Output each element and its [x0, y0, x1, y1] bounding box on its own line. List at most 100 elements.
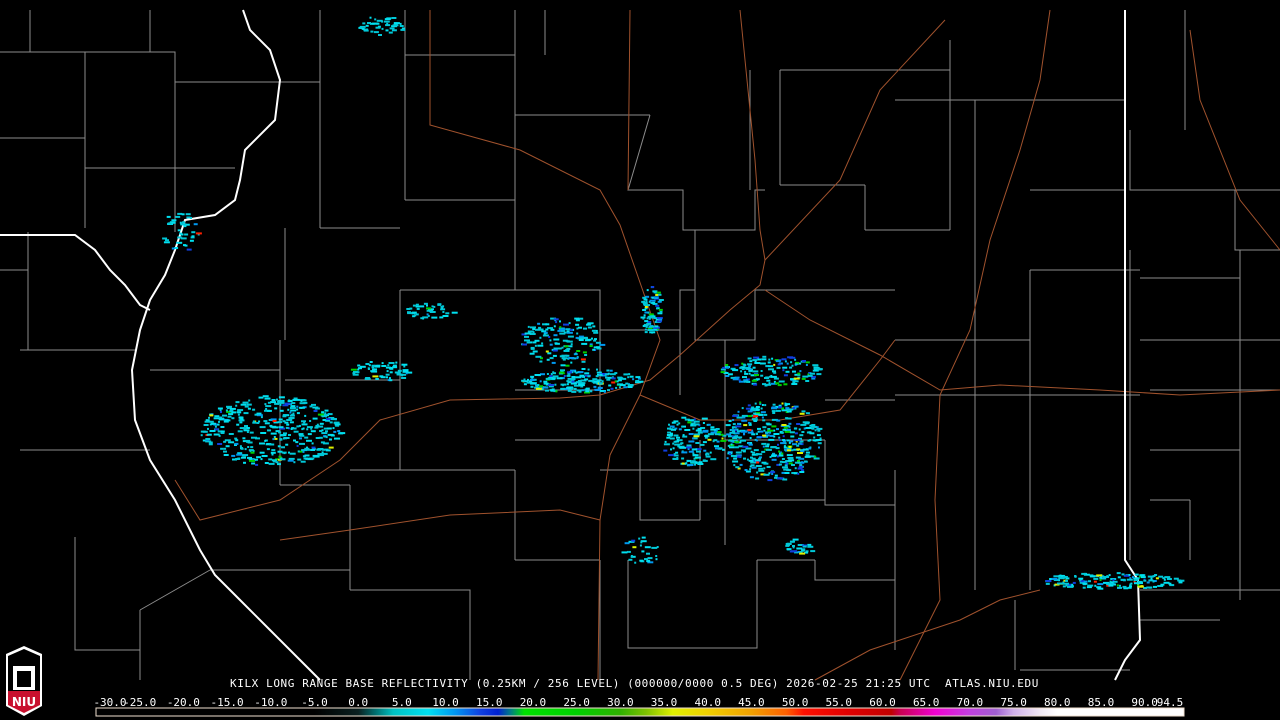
radar-echo [786, 410, 792, 413]
radar-echo [548, 385, 554, 388]
radar-echo [239, 445, 242, 448]
radar-echo [786, 454, 793, 457]
radar-echo [562, 339, 568, 342]
radar-echo [372, 368, 377, 371]
colorbar-tick-label: -10.0 [254, 696, 288, 709]
radar-echo [549, 339, 552, 342]
radar-echo [371, 366, 375, 369]
radar-echo [768, 368, 774, 371]
radar-echo [747, 404, 751, 407]
radar-echo [644, 306, 648, 308]
radar-echo [339, 432, 346, 435]
radar-echo [673, 420, 679, 423]
radar-echo [545, 350, 549, 353]
radar-echo [761, 442, 767, 445]
radar-echo [646, 552, 650, 555]
radar-echo [589, 390, 593, 393]
radar-echo [1163, 581, 1170, 584]
radar-echo [745, 470, 751, 473]
radar-echo [592, 381, 599, 384]
radar-echo [747, 429, 752, 431]
radar-echo [266, 448, 270, 451]
radar-echo [782, 466, 788, 469]
radar-echo [710, 426, 715, 429]
radar-echo [209, 414, 214, 417]
radar-echo [652, 303, 658, 305]
radar-echo [202, 439, 207, 442]
radar-echo [553, 372, 556, 375]
radar-echo [799, 449, 804, 452]
radar-echo [549, 343, 553, 346]
radar-echo [402, 369, 409, 372]
radar-echo [302, 427, 305, 430]
radar-echo [748, 372, 751, 375]
radar-echo [687, 419, 694, 422]
radar-echo [549, 375, 553, 378]
radar-echo [787, 457, 794, 459]
radar-echo [321, 429, 324, 432]
radar-echo [550, 377, 556, 380]
radar-echo [652, 301, 656, 304]
radar-echo [753, 383, 758, 386]
radar-echo [1097, 587, 1104, 590]
radar-echo [736, 416, 743, 419]
radar-echo [701, 417, 708, 420]
radar-echo [750, 450, 753, 453]
radar-echo [582, 337, 588, 340]
radar-echo [576, 357, 579, 360]
radar-echo [296, 444, 299, 447]
radar-echo [656, 317, 663, 319]
radar-echo [611, 377, 616, 380]
radar-echo [568, 357, 575, 359]
radar-echo [743, 457, 746, 460]
radar-echo [568, 322, 571, 325]
radar-echo [561, 357, 568, 360]
radar-echo [775, 382, 780, 385]
radar-echo [582, 351, 587, 354]
radar-echo [777, 363, 781, 366]
radar-echo [675, 440, 680, 443]
radar-echo [751, 461, 757, 464]
radar-echo [1121, 573, 1125, 576]
radar-echo [800, 423, 807, 426]
radar-echo [790, 435, 795, 438]
radar-echo [240, 403, 247, 406]
radar-echo [314, 407, 320, 410]
radar-echo [595, 346, 600, 349]
radar-echo [249, 431, 254, 434]
radar-echo [521, 379, 526, 382]
radar-echo [271, 459, 277, 462]
radar-echo [539, 336, 542, 339]
radar-echo [748, 423, 752, 426]
radar-echo [381, 365, 387, 367]
radar-echo [293, 461, 296, 464]
radar-echo [762, 383, 766, 386]
radar-echo [1117, 586, 1122, 589]
radar-echo [231, 454, 236, 457]
radar-echo [785, 543, 792, 545]
radar-echo [1157, 585, 1164, 587]
radar-echo [649, 331, 656, 334]
colorbar-tick-labels: -30.0 -25.0 -20.0 -15.0 -10.0 -5.0 0.0 5.0 10.0 1… [93, 696, 1206, 709]
radar-echo [773, 433, 780, 435]
radar-echo [738, 379, 741, 382]
radar-echo [688, 440, 695, 443]
radar-echo [814, 367, 821, 370]
radar-echo [363, 29, 369, 32]
radar-echo [532, 350, 538, 353]
radar-echo [575, 336, 579, 339]
radar-echo [248, 458, 255, 461]
radar-echo [654, 325, 659, 328]
radar-echo [249, 450, 252, 453]
radar-echo [787, 356, 794, 359]
radar-echo [673, 454, 679, 457]
radar-echo [664, 440, 667, 443]
radar-echo [643, 298, 648, 301]
radar-echo [763, 467, 766, 470]
radar-echo [591, 337, 593, 340]
radar-echo [601, 380, 604, 383]
radar-echo [537, 374, 541, 377]
radar-echo [217, 430, 223, 433]
radar-echo [251, 462, 256, 465]
radar-echo [606, 378, 611, 381]
